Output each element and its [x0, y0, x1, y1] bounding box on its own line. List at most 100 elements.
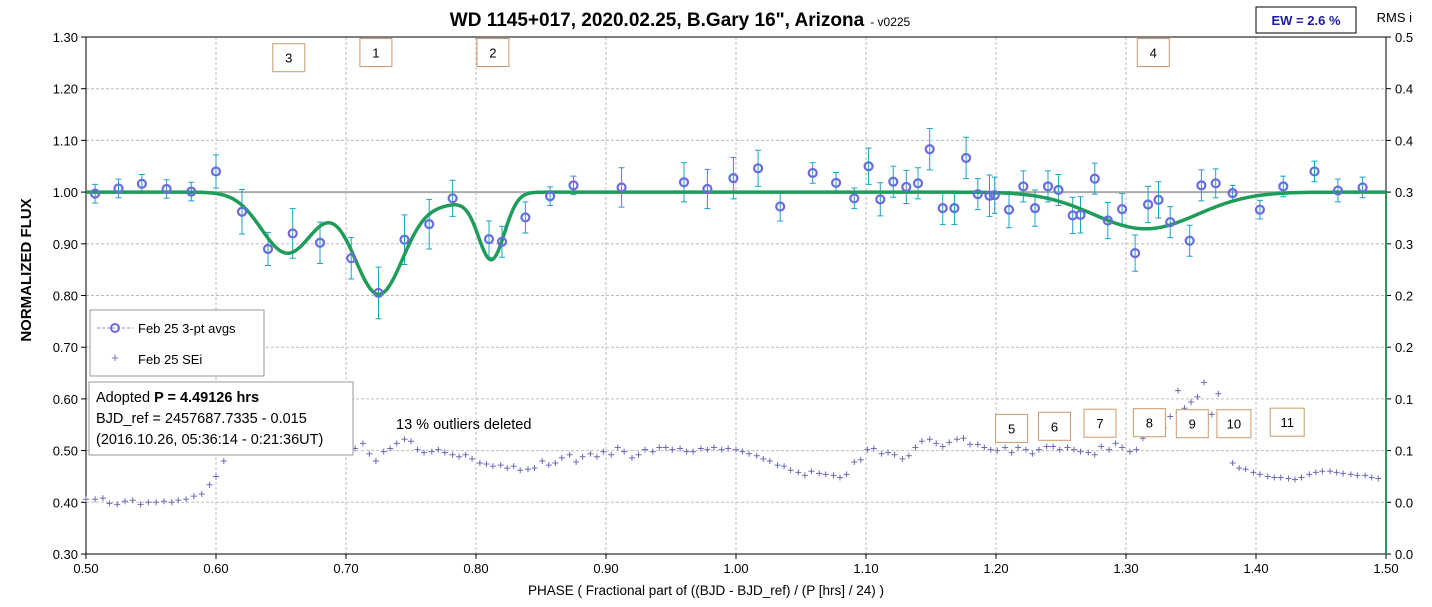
- dip-label: 10: [1227, 417, 1241, 432]
- sei-point: [851, 458, 858, 465]
- sei-point: [428, 448, 435, 455]
- sei-point: [1306, 471, 1313, 478]
- dip-label-box: [1136, 38, 1170, 68]
- dip-label: 4: [1150, 46, 1157, 61]
- sei-point: [704, 446, 711, 453]
- dip-label: 3: [285, 51, 292, 66]
- error-bar: [755, 149, 762, 187]
- error-bar: [317, 221, 323, 264]
- x-tick-label: 0.80: [463, 561, 488, 576]
- sei-point: [220, 457, 227, 464]
- error-bar: [704, 168, 711, 210]
- sei-point: [1112, 440, 1119, 447]
- sei-point: [1106, 446, 1113, 453]
- error-bar: [1198, 169, 1205, 202]
- avg-point: [775, 201, 786, 212]
- sei-point: [545, 462, 552, 469]
- avg-series: [89, 144, 1368, 299]
- sei-point: [469, 455, 476, 462]
- avg-point: [1129, 248, 1141, 259]
- error-bar: [547, 186, 554, 207]
- dip-label: 11: [1280, 415, 1294, 430]
- ew-label: EW = 2.6 %: [1272, 13, 1341, 28]
- sei-point: [1064, 444, 1071, 451]
- sei-point: [1071, 446, 1077, 453]
- sei-point: [175, 497, 182, 504]
- error-bar: [1256, 199, 1263, 220]
- y2-tick-label: 0.0: [1395, 547, 1413, 562]
- info-line-1: Adopted P = 4.49126 hrs: [96, 390, 259, 406]
- avg-point: [262, 243, 274, 255]
- avg-point: [1142, 199, 1154, 210]
- legend-box: [89, 309, 265, 377]
- sei-point: [153, 499, 160, 506]
- y-tick-label: 1.30: [53, 30, 78, 45]
- avg-point: [972, 189, 983, 200]
- sei-point: [974, 441, 981, 448]
- sei-point: [566, 451, 573, 458]
- sei-point: [899, 455, 906, 462]
- sei-point: [795, 469, 802, 476]
- sei-point: [489, 463, 496, 470]
- sei-point: [781, 463, 788, 470]
- avg-point: [728, 173, 739, 184]
- sei-point: [830, 472, 837, 479]
- sei-point: [1354, 472, 1361, 479]
- avg-point: [875, 194, 886, 205]
- avg-point: [1075, 209, 1086, 220]
- avg-point: [287, 228, 298, 239]
- avg-point: [912, 178, 924, 189]
- sei-point: [92, 496, 99, 503]
- sei-point: [1256, 471, 1263, 478]
- sei-point: [183, 496, 190, 503]
- sei-point: [1312, 469, 1319, 476]
- sei-point: [1201, 379, 1207, 386]
- right-axis-title: RMS i: [1377, 10, 1413, 25]
- error-bar: [1311, 160, 1318, 183]
- sei-point: [366, 450, 373, 457]
- sei-point: [994, 447, 1001, 454]
- x-tick-label: 0.50: [73, 561, 98, 576]
- sei-point: [642, 446, 648, 453]
- avg-point: [924, 144, 935, 155]
- avg-point: [937, 203, 948, 214]
- sei-point: [878, 450, 885, 457]
- avg-point: [447, 193, 458, 204]
- sei-point: [393, 440, 400, 447]
- sei-point: [579, 453, 586, 460]
- sei-point: [967, 441, 973, 448]
- avg-point: [1153, 194, 1164, 205]
- x-tick-label: 1.50: [1373, 561, 1398, 576]
- error-bar: [1091, 162, 1098, 195]
- sei-point: [497, 462, 504, 469]
- sei-point: [746, 450, 752, 457]
- legend-sei-label: Feb 25 SEi: [138, 352, 202, 367]
- error-bar: [348, 237, 355, 280]
- error-bar: [1186, 224, 1193, 257]
- sei-point: [1333, 469, 1340, 476]
- avg-point: [136, 178, 147, 189]
- dip-label: 1: [372, 46, 379, 61]
- sei-point: [161, 498, 167, 505]
- sei-point: [525, 466, 531, 473]
- dip-label-box: [995, 413, 1029, 443]
- sei-point: [891, 451, 898, 458]
- sei-point: [137, 501, 144, 508]
- error-bar: [163, 179, 170, 199]
- y-axis-ticks: 0.30 0.40 0.50 0.60 0.70 0.80 0.90 1.00 1.10 1.20…: [53, 30, 86, 562]
- error-bar: [1359, 176, 1366, 199]
- sei-point: [1043, 443, 1050, 450]
- dip-label: 5: [1008, 421, 1015, 436]
- x-tick-label: 0.70: [333, 561, 358, 576]
- avg-point: [113, 183, 124, 194]
- avg-point: [314, 237, 326, 248]
- sei-point: [1126, 448, 1133, 455]
- sei-point: [843, 471, 850, 478]
- sei-point: [1119, 444, 1126, 451]
- y2-tick-label: 0.3: [1395, 237, 1413, 252]
- y-tick-label: 0.60: [53, 392, 78, 407]
- sei-point: [483, 461, 490, 468]
- sei-point: [753, 452, 760, 459]
- error-bar: [115, 178, 122, 199]
- sei-point: [926, 436, 933, 443]
